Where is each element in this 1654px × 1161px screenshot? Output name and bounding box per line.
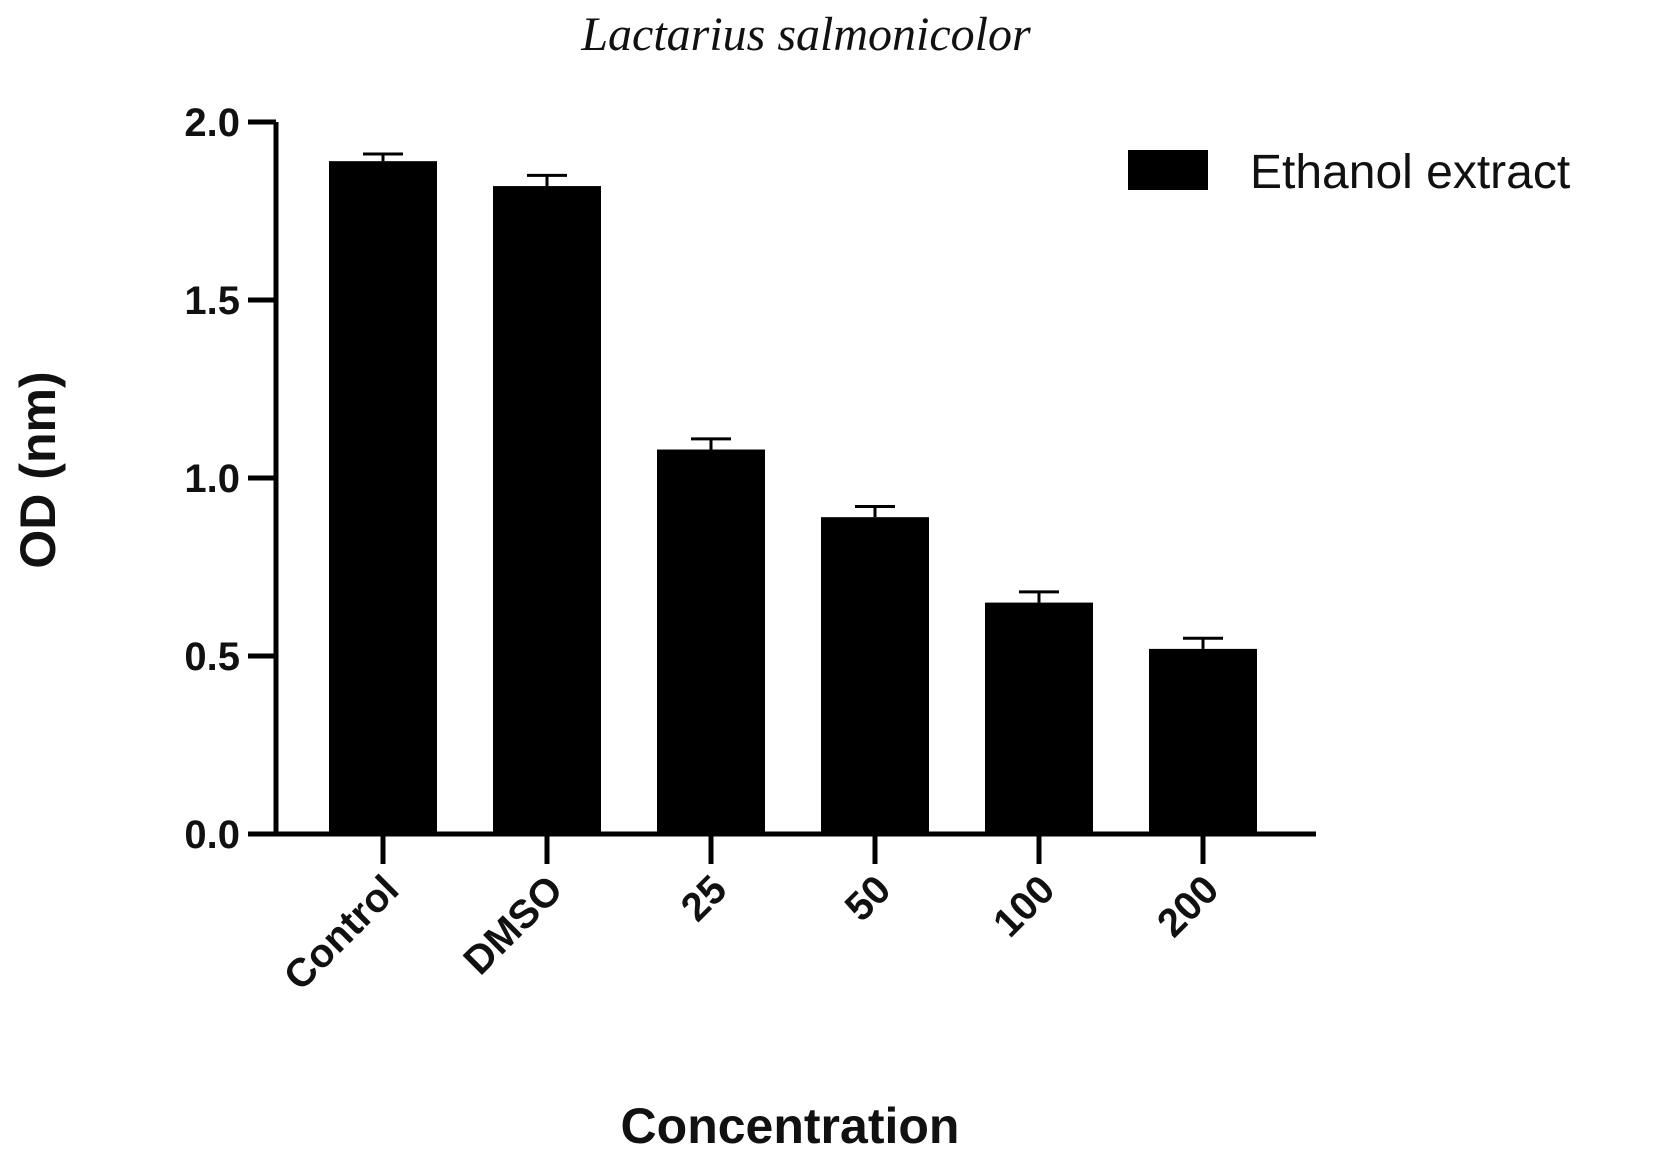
- chart-title: Lactarius salmonicolor: [580, 8, 1031, 61]
- bar-control: [329, 161, 437, 834]
- x-axis-label: Concentration: [621, 1098, 960, 1154]
- y-axis-label: OD (nm): [10, 371, 66, 568]
- legend-swatch: [1128, 150, 1208, 190]
- x-tick-label: 200: [1149, 867, 1227, 945]
- bar-50: [821, 517, 929, 834]
- x-tick-label: 100: [985, 867, 1063, 945]
- bar-100: [985, 602, 1093, 834]
- y-tick-label: 1.0: [184, 457, 240, 501]
- legend-label: Ethanol extract: [1250, 146, 1570, 199]
- y-tick-label: 1.5: [184, 279, 240, 323]
- bar-dmso: [493, 186, 601, 834]
- y-tick-label: 2.0: [184, 101, 240, 145]
- x-tick-label: 50: [837, 867, 900, 930]
- y-tick-label: 0.5: [184, 635, 240, 679]
- legend: Ethanol extract: [1128, 146, 1570, 199]
- bar-200: [1149, 648, 1257, 834]
- bar-25: [657, 449, 765, 834]
- plot-area: 0.0 0.5 1.0 1.5 2.0 Control DMSO 25 50 100 200: [184, 101, 1316, 999]
- x-tick-label: DMSO: [455, 867, 571, 983]
- x-tick-label: Control: [276, 867, 408, 999]
- x-tick-label: 25: [673, 867, 736, 930]
- y-tick-label: 0.0: [184, 813, 240, 857]
